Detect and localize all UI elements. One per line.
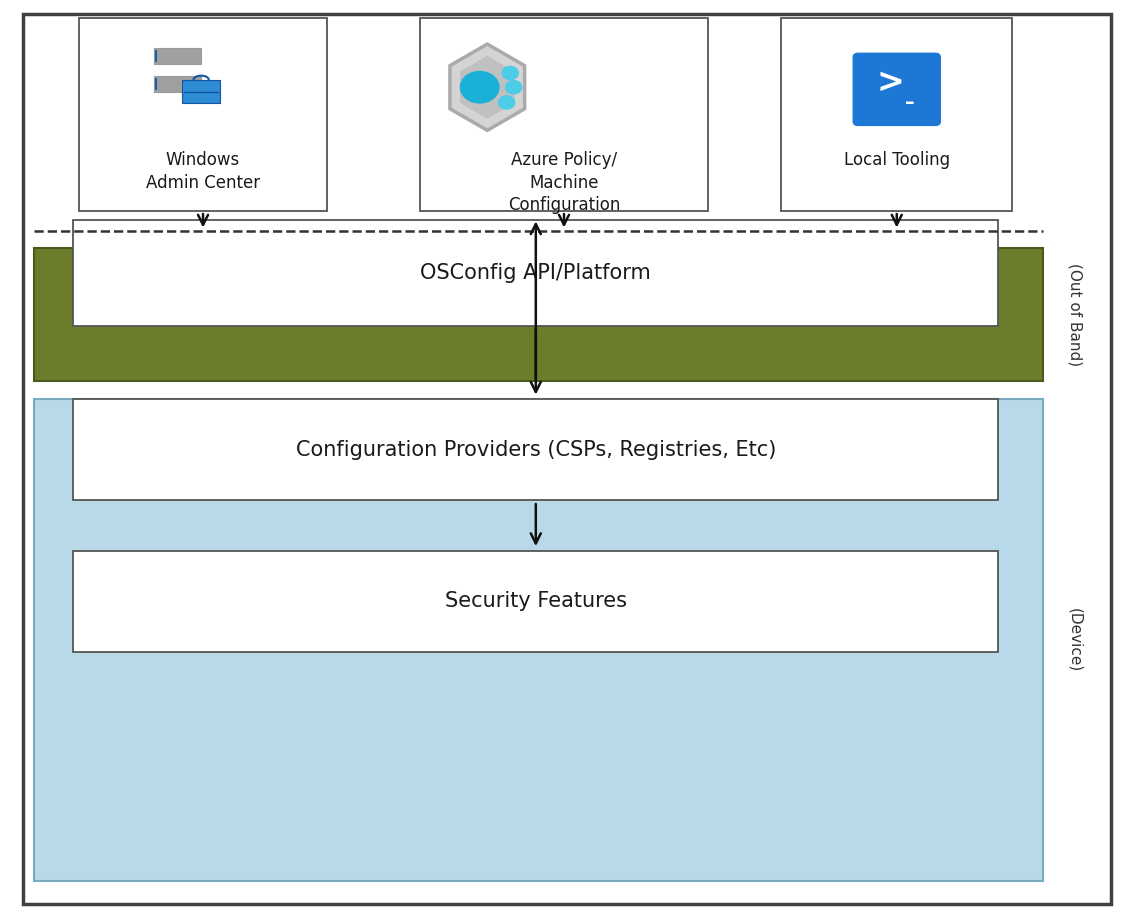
FancyBboxPatch shape [781,18,1013,211]
Circle shape [499,95,514,109]
FancyBboxPatch shape [34,399,1043,881]
Text: OSConfig Powershell Module: OSConfig Powershell Module [340,305,656,324]
FancyBboxPatch shape [420,18,708,211]
FancyBboxPatch shape [153,75,201,92]
FancyBboxPatch shape [155,78,158,90]
FancyBboxPatch shape [155,50,158,62]
FancyBboxPatch shape [73,399,998,500]
Text: OSConfig API/Platform: OSConfig API/Platform [421,263,651,283]
FancyBboxPatch shape [79,18,327,211]
Circle shape [460,72,499,103]
FancyBboxPatch shape [73,551,998,652]
Circle shape [505,81,522,94]
Polygon shape [460,56,514,118]
Circle shape [502,66,518,80]
FancyBboxPatch shape [182,80,220,104]
FancyBboxPatch shape [853,52,941,126]
FancyBboxPatch shape [73,220,998,326]
Text: Local Tooling: Local Tooling [844,151,950,170]
Text: Security Features: Security Features [444,591,627,611]
Text: Azure Policy/
Machine
Configuration: Azure Policy/ Machine Configuration [508,151,620,214]
Text: Windows
Admin Center: Windows Admin Center [146,151,261,192]
Text: –: – [905,93,915,112]
Polygon shape [450,44,525,130]
FancyBboxPatch shape [23,14,1111,904]
Text: (Device): (Device) [1067,609,1083,672]
Text: >: > [876,65,905,98]
Text: (Out of Band): (Out of Band) [1067,263,1083,366]
FancyBboxPatch shape [34,248,1043,381]
FancyBboxPatch shape [153,48,201,64]
Text: Configuration Providers (CSPs, Registries, Etc): Configuration Providers (CSPs, Registrie… [296,440,776,460]
